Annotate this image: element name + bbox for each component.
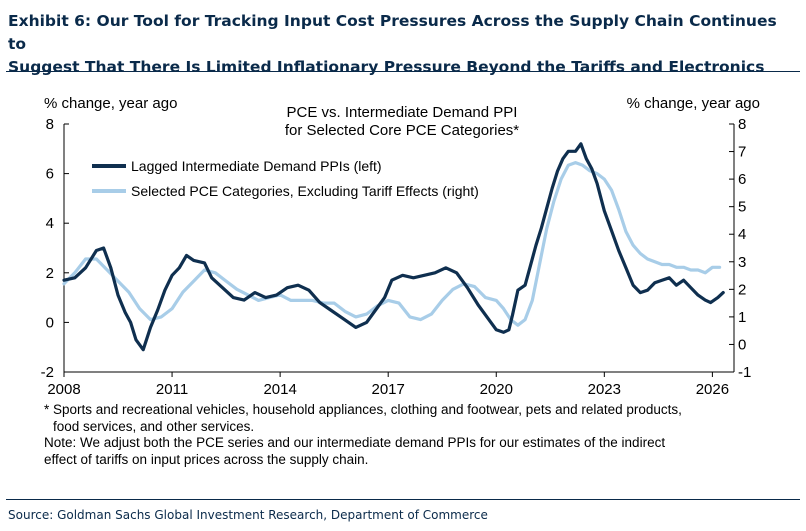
footnote-line-1: * Sports and recreational vehicles, hous… bbox=[44, 402, 682, 417]
right-y-tick-label: -1 bbox=[738, 364, 751, 381]
line-chart: -2 0 2 4 6 8 -1 0 1 2 3 4 5 6 7 8 2008 2011 2014 2017 2020 20… bbox=[41, 95, 760, 398]
left-y-tick-label: -2 bbox=[41, 364, 54, 381]
right-y-tick-label: 7 bbox=[738, 144, 746, 161]
chart-legend: Lagged Intermediate Demand PPIs (left) S… bbox=[92, 158, 479, 199]
x-tick-label: 2023 bbox=[588, 381, 621, 398]
note-line-1: Note: We adjust both the PCE series and … bbox=[44, 435, 666, 450]
right-y-tick-label: 2 bbox=[738, 281, 746, 298]
chart-notes: * Sports and recreational vehicles, hous… bbox=[44, 402, 784, 468]
source-text: Source: Goldman Sachs Global Investment … bbox=[8, 508, 488, 522]
left-y-tick-label: 0 bbox=[46, 314, 54, 331]
legend-label-ppi: Lagged Intermediate Demand PPIs (left) bbox=[131, 158, 382, 174]
left-axis-label: % change, year ago bbox=[44, 95, 177, 112]
title-divider bbox=[6, 71, 800, 72]
left-y-tick-label: 4 bbox=[46, 215, 54, 232]
chart-axes: -2 0 2 4 6 8 -1 0 1 2 3 4 5 6 7 8 2008 2011 2014 2017 2020 20… bbox=[41, 116, 752, 398]
right-y-tick-label: 4 bbox=[738, 226, 746, 243]
footnote-line-2: food services, and other services. bbox=[53, 418, 255, 434]
right-y-tick-label: 1 bbox=[738, 309, 746, 326]
x-tick-label: 2020 bbox=[480, 381, 513, 398]
left-y-tick-label: 2 bbox=[46, 265, 54, 282]
note-line-2: effect of tariffs on input prices across… bbox=[44, 451, 369, 467]
chart-lines bbox=[62, 142, 725, 352]
right-y-tick-label: 0 bbox=[738, 336, 746, 353]
left-y-tick-label: 8 bbox=[46, 116, 54, 133]
x-tick-label: 2017 bbox=[372, 381, 405, 398]
right-y-tick-label: 8 bbox=[738, 116, 746, 133]
series-line-pce bbox=[62, 161, 722, 327]
legend-label-pce: Selected PCE Categories, Excluding Tarif… bbox=[131, 183, 479, 199]
exhibit-title-line-1: Exhibit 6: Our Tool for Tracking Input C… bbox=[8, 12, 777, 53]
x-tick-label: 2008 bbox=[47, 381, 80, 398]
right-y-tick-label: 3 bbox=[738, 254, 746, 271]
right-axis-label: % change, year ago bbox=[627, 95, 760, 112]
right-y-tick-label: 5 bbox=[738, 199, 746, 216]
right-y-tick-label: 6 bbox=[738, 171, 746, 188]
chart-title: PCE vs. Intermediate Demand PPI bbox=[287, 104, 518, 121]
chart-subtitle: for Selected Core PCE Categories* bbox=[285, 122, 519, 139]
source-divider bbox=[6, 499, 800, 500]
series-line-ppi bbox=[62, 142, 725, 352]
x-tick-label: 2014 bbox=[263, 381, 296, 398]
x-tick-label: 2026 bbox=[696, 381, 729, 398]
left-y-tick-label: 6 bbox=[46, 166, 54, 183]
x-tick-label: 2011 bbox=[156, 381, 188, 398]
